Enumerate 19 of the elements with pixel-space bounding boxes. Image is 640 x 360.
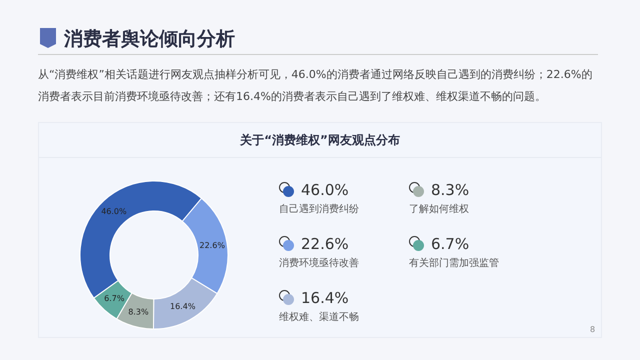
data-label: 8.3% bbox=[128, 307, 149, 316]
legend-label: 自己遇到消费纠纷 bbox=[279, 202, 360, 216]
text: 关于“消费维权”网友观点分布 bbox=[39, 123, 601, 158]
chart-title: 消费者舆论倾向分析 bbox=[64, 27, 235, 52]
text: 22.6% bbox=[301, 235, 349, 253]
text: 8.3% bbox=[431, 181, 470, 199]
legend-label: 维权难、渠道不畅 bbox=[279, 310, 360, 324]
legend-label: 有关部门需加强监管 bbox=[409, 256, 500, 270]
text: 8 bbox=[590, 325, 596, 334]
data-label: 22.6% bbox=[200, 240, 226, 250]
legend-label: 了解如何维权 bbox=[409, 202, 470, 216]
text: 6.7% bbox=[431, 235, 470, 253]
text: 16.4% bbox=[301, 289, 349, 307]
chart-subtitle: 从“消费维权”相关话题进行网友观点抽样分析可见，46.0%的消费者通过网络反映自己遇到的消费纠纷；22.6%的消费者表示目前消费环境亟待改善；还有16.4%的消费者表示自己遇到了维权难、维权渠道不畅的问题。 bbox=[38, 67, 594, 105]
data-label: 46.0% bbox=[101, 207, 128, 216]
data-label: 16.4% bbox=[170, 302, 196, 312]
text: 46.0% bbox=[301, 181, 349, 199]
data-label: 6.7% bbox=[104, 294, 125, 304]
legend-label: 消费环境亟待改善 bbox=[279, 256, 360, 270]
